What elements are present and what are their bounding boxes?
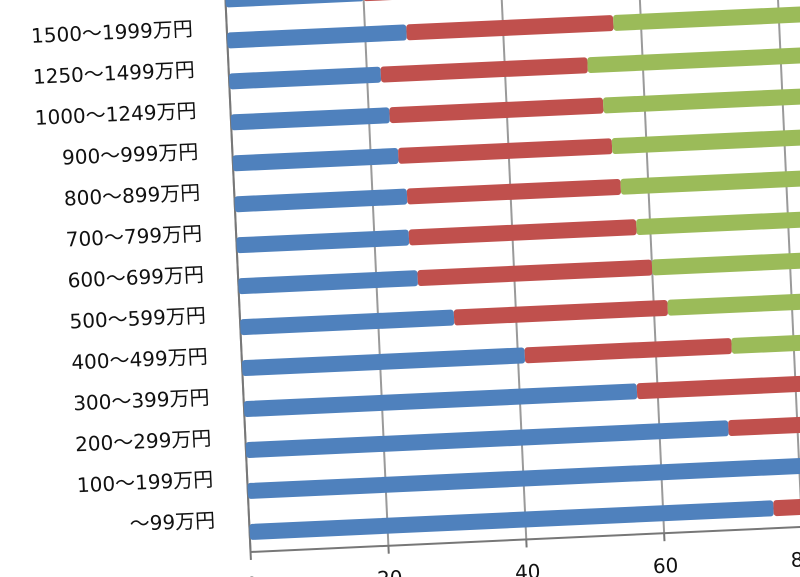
- bar-segment: [728, 414, 800, 437]
- bar-segment: [636, 206, 800, 236]
- bar-segment: [240, 309, 455, 336]
- bar-segment: [667, 288, 800, 316]
- y-tick-label: 1250～1499万円: [32, 58, 195, 89]
- y-tick-label: 700～799万円: [65, 221, 202, 251]
- bar-segment: [227, 24, 407, 49]
- y-tick-label: 1500～1999万円: [31, 17, 194, 48]
- y-tick-label: ～99万円: [129, 508, 215, 536]
- y-tick-label: 800～899万円: [63, 180, 200, 210]
- bar-segment: [243, 383, 638, 417]
- bar-segment: [225, 0, 364, 8]
- bar-segment: [587, 42, 800, 74]
- y-tick-label: 1000～1249万円: [34, 98, 197, 129]
- bar-segment: [620, 165, 800, 195]
- y-tick-label: 100～199万円: [76, 467, 213, 497]
- x-tick-label: 0: [245, 572, 259, 577]
- bar-segment: [228, 66, 382, 90]
- y-tick-label: 2000万円～: [80, 0, 192, 5]
- bar-segment: [234, 188, 408, 213]
- bar-segment: [380, 57, 588, 83]
- bar-segment: [249, 500, 774, 540]
- y-tick-label: 900～999万円: [62, 139, 199, 169]
- y-tick-label: 400～499万円: [71, 344, 208, 374]
- bar-segment: [406, 178, 621, 205]
- bar-segment: [363, 0, 557, 2]
- y-tick-label: 500～599万円: [69, 303, 206, 333]
- bar-segment: [611, 124, 800, 155]
- plot-area: 0204060801002000万円～1500～1999万円1250～1499万…: [31, 0, 800, 577]
- bar-segment: [417, 259, 653, 286]
- y-tick-label: 200～299万円: [75, 426, 212, 456]
- bar-segment: [236, 229, 410, 254]
- bar-segment: [613, 1, 800, 31]
- bar-segment: [406, 15, 614, 41]
- axis-line: [250, 519, 800, 553]
- y-tick-label: 300～399万円: [73, 385, 210, 415]
- bar-segment: [603, 83, 800, 114]
- bar-segment: [408, 219, 637, 246]
- x-tick-label: 60: [652, 553, 679, 577]
- x-tick-label: 80: [790, 547, 800, 572]
- bar-segment: [245, 420, 729, 458]
- bar-segment: [524, 338, 732, 364]
- x-tick-label: 40: [514, 559, 541, 577]
- bar-segment: [773, 495, 800, 517]
- x-tick-label: 20: [377, 566, 404, 577]
- bar-segment: [651, 247, 800, 276]
- bar-segment: [238, 270, 418, 295]
- bar-segment: [230, 107, 390, 131]
- bar-segment: [398, 138, 613, 164]
- bar-segment: [241, 347, 526, 377]
- bar-segment: [731, 329, 800, 354]
- bar-segment: [389, 97, 604, 124]
- bar-segment: [247, 457, 800, 499]
- bar-segment: [636, 375, 800, 400]
- bar-segment: [453, 299, 668, 326]
- y-tick-label: 600～699万円: [67, 262, 204, 292]
- bar-segment: [232, 148, 399, 172]
